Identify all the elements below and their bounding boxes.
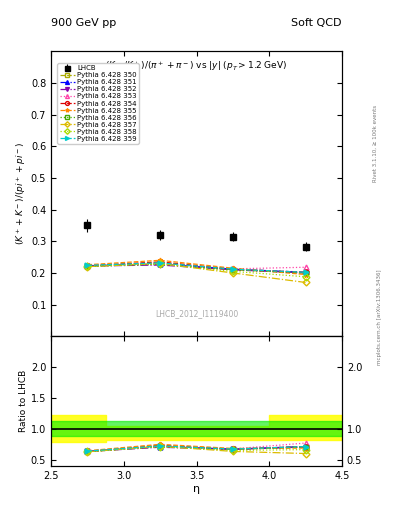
Text: LHCB_2012_I1119400: LHCB_2012_I1119400: [155, 309, 238, 318]
Pythia 6.428 350: [158, 260, 163, 266]
X-axis label: η: η: [193, 483, 200, 494]
Text: Soft QCD: Soft QCD: [292, 18, 342, 28]
Pythia 6.428 354: [85, 263, 90, 269]
Pythia 6.428 359: [85, 262, 90, 268]
Line: Pythia 6.428 355: Pythia 6.428 355: [85, 258, 308, 277]
Line: Pythia 6.428 358: Pythia 6.428 358: [85, 262, 308, 279]
Pythia 6.428 356: [231, 267, 235, 273]
Pythia 6.428 356: [303, 270, 308, 276]
Text: mcplots.cern.ch [arXiv:1306.3436]: mcplots.cern.ch [arXiv:1306.3436]: [377, 270, 382, 365]
Line: Pythia 6.428 352: Pythia 6.428 352: [85, 263, 308, 275]
Pythia 6.428 352: [231, 267, 235, 273]
Pythia 6.428 355: [85, 262, 90, 268]
Pythia 6.428 351: [303, 269, 308, 275]
Pythia 6.428 354: [158, 259, 163, 265]
Legend: LHCB, Pythia 6.428 350, Pythia 6.428 351, Pythia 6.428 352, Pythia 6.428 353, Py: LHCB, Pythia 6.428 350, Pythia 6.428 351…: [57, 63, 139, 144]
Pythia 6.428 350: [231, 267, 235, 273]
Pythia 6.428 357: [158, 261, 163, 267]
Pythia 6.428 358: [158, 261, 163, 267]
Pythia 6.428 359: [158, 260, 163, 266]
Pythia 6.428 356: [158, 261, 163, 267]
Line: Pythia 6.428 350: Pythia 6.428 350: [85, 261, 308, 275]
Line: Pythia 6.428 353: Pythia 6.428 353: [85, 261, 308, 271]
Pythia 6.428 350: [303, 270, 308, 276]
Y-axis label: $(K^+ + K^-)/(pi^+ + pi^-)$: $(K^+ + K^-)/(pi^+ + pi^-)$: [15, 142, 28, 245]
Pythia 6.428 351: [231, 266, 235, 272]
Pythia 6.428 359: [231, 266, 235, 272]
Line: Pythia 6.428 356: Pythia 6.428 356: [85, 262, 308, 275]
Pythia 6.428 358: [303, 274, 308, 280]
Line: Pythia 6.428 357: Pythia 6.428 357: [85, 261, 308, 285]
Pythia 6.428 355: [231, 265, 235, 271]
Pythia 6.428 358: [85, 263, 90, 269]
Line: Pythia 6.428 351: Pythia 6.428 351: [85, 262, 308, 275]
Pythia 6.428 352: [85, 263, 90, 269]
Pythia 6.428 352: [303, 270, 308, 276]
Pythia 6.428 351: [158, 261, 163, 267]
Pythia 6.428 355: [158, 257, 163, 263]
Y-axis label: Ratio to LHCB: Ratio to LHCB: [19, 370, 28, 432]
Pythia 6.428 357: [85, 264, 90, 270]
Pythia 6.428 357: [303, 280, 308, 286]
Pythia 6.428 353: [231, 266, 235, 272]
Pythia 6.428 356: [85, 263, 90, 269]
Pythia 6.428 354: [231, 266, 235, 272]
Line: Pythia 6.428 359: Pythia 6.428 359: [85, 261, 308, 275]
Text: 900 GeV pp: 900 GeV pp: [51, 18, 116, 28]
Pythia 6.428 354: [303, 269, 308, 275]
Text: $(K^-/K^+)/(\pi^++\pi^-)$ vs $|y|$ $(p_T > 1.2$ GeV$)$: $(K^-/K^+)/(\pi^++\pi^-)$ vs $|y|$ $(p_T…: [105, 60, 288, 73]
Pythia 6.428 353: [85, 262, 90, 268]
Pythia 6.428 350: [85, 264, 90, 270]
Pythia 6.428 357: [231, 270, 235, 276]
Pythia 6.428 353: [158, 261, 163, 267]
Pythia 6.428 351: [85, 263, 90, 269]
Pythia 6.428 353: [303, 264, 308, 270]
Pythia 6.428 358: [231, 268, 235, 274]
Pythia 6.428 359: [303, 269, 308, 275]
Text: Rivet 3.1.10, ≥ 100k events: Rivet 3.1.10, ≥ 100k events: [373, 105, 378, 182]
Line: Pythia 6.428 354: Pythia 6.428 354: [85, 260, 308, 275]
Pythia 6.428 355: [303, 271, 308, 278]
Pythia 6.428 352: [158, 262, 163, 268]
